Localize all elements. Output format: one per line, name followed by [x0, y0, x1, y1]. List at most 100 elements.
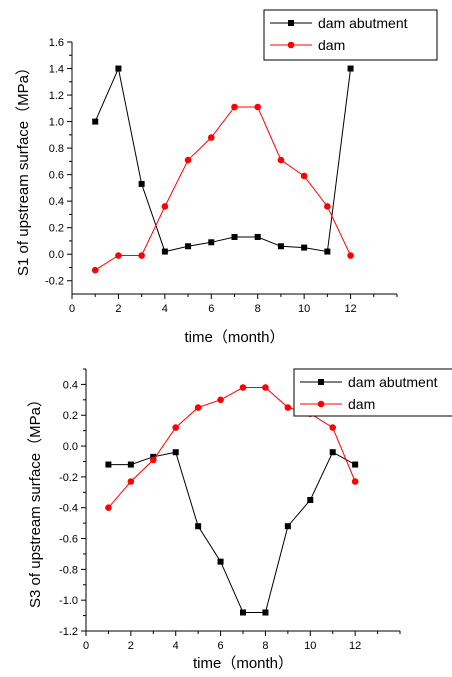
legend-label: dam — [348, 396, 375, 412]
data-point — [240, 609, 246, 616]
x-axis-label: time（month） — [184, 329, 284, 346]
data-point — [138, 180, 145, 187]
data-point — [105, 504, 112, 512]
data-point — [301, 244, 308, 251]
x-tick-label: 4 — [173, 640, 179, 652]
data-point — [115, 65, 122, 72]
data-point — [127, 461, 134, 468]
data-point — [217, 396, 224, 404]
x-tick-label: 2 — [115, 303, 121, 315]
data-point — [231, 233, 238, 240]
y-tick-label: 0.8 — [49, 143, 64, 155]
series-line — [94, 106, 352, 271]
data-point — [277, 243, 284, 250]
legend-marker — [317, 400, 325, 408]
chart-1: 0 2 4 6 8 10 12 -0.2 0.0 0.2 0.4 0.6 0.8 1.0 1.2 1.4 1.6… — [15, 9, 438, 346]
data-point — [329, 449, 336, 456]
y-axis-label: S3 of upstream surface（MPa） — [27, 392, 44, 608]
y-tick-label: 1.0 — [49, 117, 64, 129]
y-tick-label: 0.0 — [63, 441, 78, 453]
data-point — [194, 404, 202, 411]
y-tick-label: -0.2 — [59, 472, 78, 484]
data-point — [262, 384, 269, 391]
data-point — [300, 172, 308, 180]
data-point — [262, 609, 269, 616]
x-tick-label: 2 — [128, 640, 134, 652]
data-point — [347, 65, 354, 72]
y-tick-label: -1.0 — [59, 595, 78, 607]
data-point — [207, 134, 215, 141]
data-point — [161, 203, 169, 210]
x-tick-label: 8 — [262, 640, 268, 652]
y-tick-label: -1.2 — [59, 626, 78, 638]
series-dam — [91, 103, 354, 274]
y-tick-label: -0.8 — [59, 564, 78, 576]
y-tick-label: 1.2 — [49, 90, 64, 102]
data-point — [217, 558, 224, 565]
data-point — [284, 404, 292, 411]
series-dam-abutment — [92, 65, 354, 255]
legend-box — [263, 9, 438, 61]
x-axis-label: time（month） — [193, 655, 293, 672]
x-tick-label: 10 — [298, 303, 310, 315]
y-tick-label: 0.2 — [49, 223, 64, 235]
series-line — [94, 66, 352, 253]
data-point — [352, 461, 359, 468]
y-tick-label: 0.6 — [49, 170, 64, 182]
data-point — [329, 424, 337, 431]
legend-marker — [288, 20, 294, 26]
x-tick-label: 12 — [349, 640, 361, 652]
legend: dam abutment dam — [293, 368, 452, 417]
data-point — [195, 523, 202, 530]
x-tick-label: 0 — [69, 303, 75, 315]
data-point — [92, 118, 99, 125]
data-point — [324, 203, 331, 210]
x-tick-label: 6 — [208, 303, 214, 315]
y-tick-label: 0.0 — [49, 249, 64, 261]
y-axis-label: S1 of upstream surface（MPa） — [15, 60, 32, 276]
legend: dam abutment dam — [263, 9, 438, 61]
series-dam-abutment — [105, 449, 359, 616]
data-point — [172, 424, 180, 431]
data-point — [172, 449, 179, 456]
data-point — [351, 478, 359, 485]
legend-marker — [287, 41, 295, 49]
data-point — [185, 243, 192, 250]
x-tick-label: 8 — [255, 303, 261, 315]
x-tick-label: 0 — [83, 640, 89, 652]
y-tick-label: 0.4 — [49, 196, 64, 208]
data-point — [184, 156, 192, 164]
legend-label: dam abutment — [318, 15, 408, 31]
data-point — [307, 497, 314, 503]
data-point — [347, 252, 354, 259]
y-tick-label: -0.6 — [59, 534, 78, 546]
data-point — [91, 266, 99, 274]
data-point — [127, 478, 135, 485]
x-tick-label: 12 — [344, 303, 356, 315]
data-point — [115, 252, 122, 259]
data-point — [277, 156, 285, 164]
x-tick-label: 10 — [304, 640, 316, 652]
y-tick-label: 1.4 — [49, 64, 64, 76]
y-tick-label: -0.4 — [59, 503, 78, 515]
data-point — [208, 239, 215, 246]
data-point — [239, 384, 247, 391]
y-tick-label: 0.4 — [63, 379, 78, 391]
y-tick-label: -0.2 — [45, 276, 64, 288]
data-point — [254, 233, 261, 240]
data-point — [254, 103, 262, 111]
x-tick-label: 4 — [162, 303, 168, 315]
chart-2: 0 2 4 6 8 10 12 -1.2 -1.0 -0.8 -0.6 -0.4 -0.2 0.0 0.2 0… — [27, 368, 452, 672]
legend-marker — [318, 379, 324, 385]
y-tick-label: 1.6 — [49, 37, 64, 49]
y-tick-label: 0.2 — [63, 410, 78, 422]
data-point — [284, 523, 291, 530]
data-point — [324, 248, 331, 255]
legend-label: dam abutment — [348, 374, 438, 390]
legend-label: dam — [318, 37, 345, 53]
data-point — [161, 248, 168, 255]
x-tick-label: 6 — [218, 640, 224, 652]
data-point — [138, 252, 145, 259]
series-line — [108, 451, 356, 613]
